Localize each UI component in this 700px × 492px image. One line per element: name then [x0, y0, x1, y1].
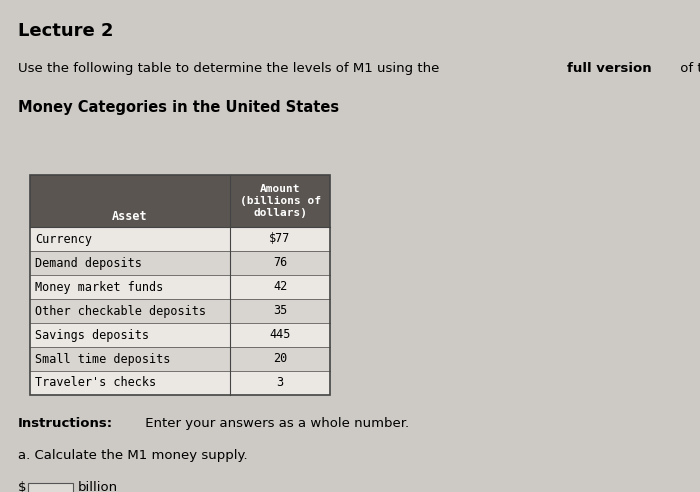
Bar	[30, 275, 230, 299]
Text: Small time deposits: Small time deposits	[35, 352, 170, 366]
Bar	[30, 175, 330, 227]
Text: full version: full version	[567, 62, 652, 75]
Text: $77: $77	[270, 233, 290, 246]
Text: Traveler's checks: Traveler's checks	[35, 376, 156, 390]
Bar	[230, 227, 330, 251]
Text: 20: 20	[273, 352, 287, 366]
Bar	[230, 299, 330, 323]
Bar	[30, 371, 230, 395]
Bar	[30, 227, 230, 251]
Text: billion: billion	[78, 481, 118, 492]
Bar	[30, 323, 230, 347]
Text: of the money supply.: of the money supply.	[676, 62, 700, 75]
Text: Money market funds: Money market funds	[35, 280, 163, 294]
Bar	[230, 275, 330, 299]
Text: $: $	[18, 481, 27, 492]
Text: 445: 445	[270, 329, 290, 341]
Bar	[230, 347, 330, 371]
Bar	[230, 371, 330, 395]
Text: Savings deposits: Savings deposits	[35, 329, 149, 341]
Text: Demand deposits: Demand deposits	[35, 256, 142, 270]
Text: Instructions:: Instructions:	[18, 417, 113, 430]
Text: Use the following table to determine the levels of M1 using the: Use the following table to determine the…	[18, 62, 444, 75]
Text: Amount
(billions of
dollars): Amount (billions of dollars)	[239, 184, 321, 218]
Bar	[30, 299, 230, 323]
Text: Asset: Asset	[112, 210, 148, 223]
Text: Lecture 2: Lecture 2	[18, 22, 113, 40]
Bar	[30, 251, 230, 275]
Text: Currency: Currency	[35, 233, 92, 246]
Text: 3: 3	[276, 376, 284, 390]
Bar	[230, 323, 330, 347]
Text: Other checkable deposits: Other checkable deposits	[35, 305, 206, 317]
Bar	[30, 175, 330, 395]
Bar	[28, 483, 73, 492]
Text: 76: 76	[273, 256, 287, 270]
Bar	[30, 347, 230, 371]
Text: Enter your answers as a whole number.: Enter your answers as a whole number.	[141, 417, 409, 430]
Bar	[230, 251, 330, 275]
Text: 42: 42	[273, 280, 287, 294]
Text: Money Categories in the United States: Money Categories in the United States	[18, 100, 339, 115]
Text: 35: 35	[273, 305, 287, 317]
Text: a. Calculate the M1 money supply.: a. Calculate the M1 money supply.	[18, 449, 248, 462]
